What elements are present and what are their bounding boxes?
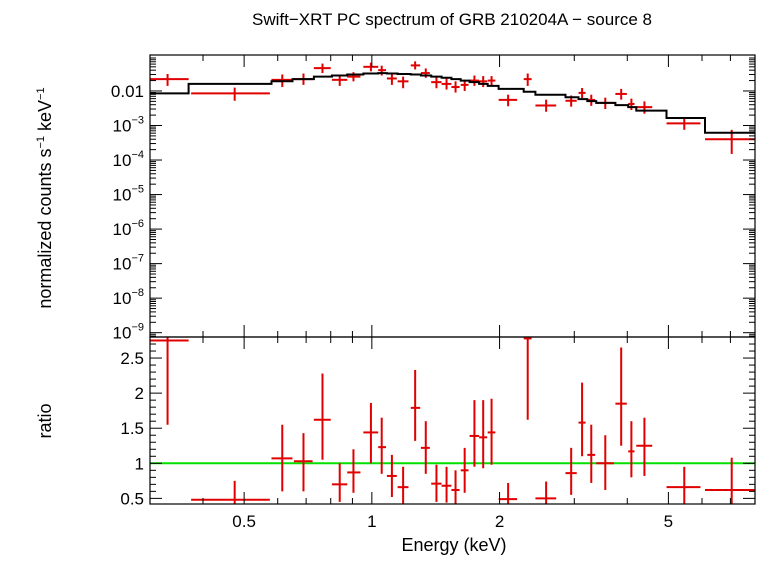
x-tick-label: 0.5 [232,512,256,531]
ratio-y-tick-label: 1 [135,454,144,473]
ratio-y-tick-label: 1.5 [120,419,144,438]
plot-layer: 0.01 10−3 10−4 10−5 10−6 10−7 10−8 10−9 0.5 1 1.5 2… [111,54,756,531]
spectrum-y-tick-label: 10−8 [113,287,144,308]
ratio-y-tick-label: 2 [135,384,144,403]
x-tick-label: 1 [367,512,376,531]
spectrum-panel-frame [149,54,756,338]
ratio-panel-frame [149,336,756,505]
x-axis-label: Energy (keV) [401,535,506,555]
spectrum-y-tick-label: 0.01 [111,82,144,101]
spectrum-y-tick-label: 10−6 [113,218,144,239]
ratio-y-tick-label: 2.5 [120,349,144,368]
ratio-y-axis-label: ratio [35,403,55,438]
spectrum-y-tick-label: 10−4 [113,149,144,170]
chart-title: Swift−XRT PC spectrum of GRB 210204A − s… [252,10,652,29]
spectrum-y-tick-label: 10−5 [113,184,144,205]
spectrum-y-tick-label: 10−3 [113,114,144,135]
spectrum-y-tick-label: 10−7 [113,253,144,274]
x-tick-label: 5 [664,512,673,531]
spectrum-y-axis-label: normalized counts s−1 keV−1 [35,87,55,308]
spectrum-y-tick-label: 10−9 [113,322,144,343]
ratio-y-tick-label: 0.5 [120,489,144,508]
model-step-line [150,72,755,134]
x-tick-label: 2 [495,512,504,531]
